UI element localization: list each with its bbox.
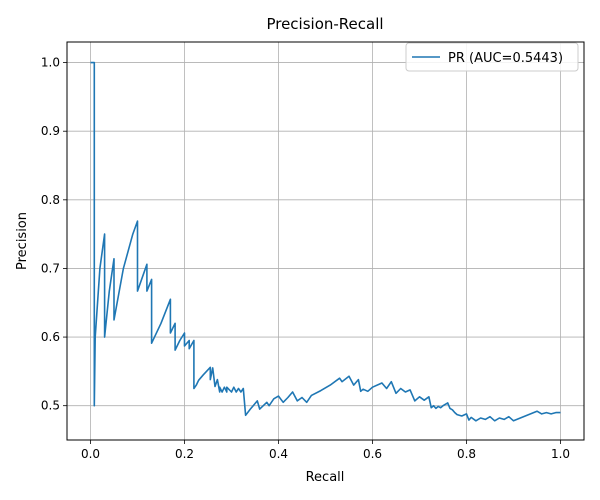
x-tick-label: 0.0 (81, 447, 100, 461)
x-tick-label: 0.2 (175, 447, 194, 461)
y-axis-label: Precision (15, 212, 30, 270)
pr-curve-line (90, 61, 561, 422)
y-tick-label: 0.6 (41, 330, 60, 344)
x-tick-label: 1.0 (551, 447, 570, 461)
y-tick-label: 0.8 (41, 193, 60, 207)
legend-label-pr: PR (AUC=0.5443) (448, 51, 563, 66)
x-axis-ticks: 0.0 0.2 0.4 0.6 0.8 1.0 (81, 440, 570, 461)
chart-title: Precision-Recall (266, 15, 383, 33)
series-layer (90, 61, 561, 422)
x-axis-label: Recall (306, 470, 345, 485)
x-tick-label: 0.6 (363, 447, 382, 461)
legend-box (405, 42, 579, 72)
y-tick-label: 0.9 (41, 124, 60, 138)
legend: PR (AUC=0.5443) (405, 42, 579, 72)
y-tick-label: 0.7 (41, 261, 60, 275)
grid-lines (67, 42, 584, 440)
y-tick-label: 0.5 (41, 399, 60, 413)
y-tick-label: 1.0 (41, 56, 60, 70)
y-axis-ticks: 0.5 0.6 0.7 0.8 0.9 1.0 (41, 56, 67, 413)
x-tick-label: 0.8 (457, 447, 476, 461)
plot-frame (66, 41, 585, 441)
x-tick-label: 0.4 (269, 447, 288, 461)
